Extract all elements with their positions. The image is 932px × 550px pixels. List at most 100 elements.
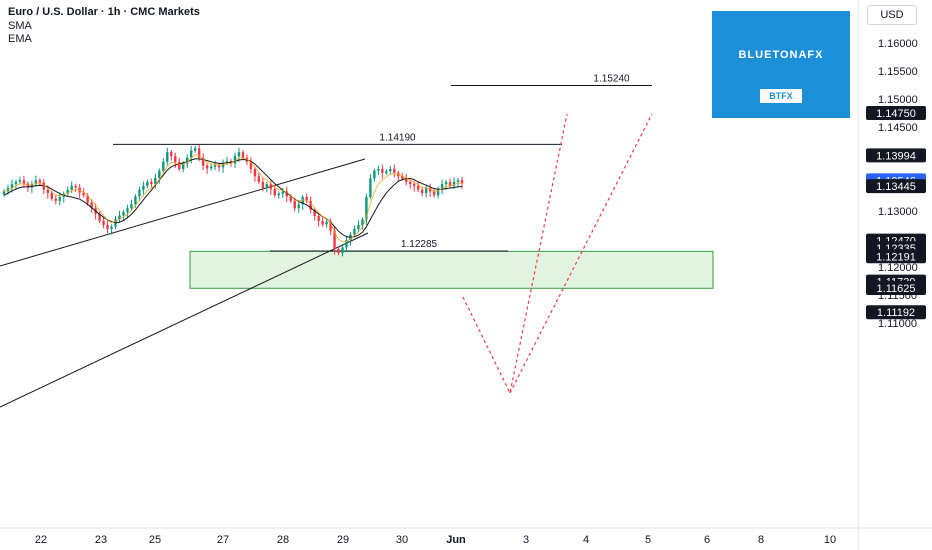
candle-body [221,162,225,168]
sma-legend-label[interactable]: SMA [8,20,32,32]
x-tick-label: 6 [704,534,710,546]
price-label-box [866,148,926,163]
candle-body [265,184,269,189]
candle-body [273,189,277,196]
candle-body [333,230,336,250]
candle-body [162,161,165,171]
ema-line [3,154,463,243]
y-tick-label: 1.14500 [878,122,918,134]
candle-body [305,197,308,201]
candle-body [301,197,304,205]
candle-body [337,249,340,253]
price-label-box [866,249,926,264]
candle-body [126,208,129,213]
candle-body [325,221,328,225]
candle-body [317,216,320,222]
price-label-text: 1.14750 [876,108,916,120]
candle-body [289,196,292,201]
price-label-box [866,305,926,320]
candle-body [420,189,424,194]
chart-title: Euro / U.S. Dollar · 1h · CMC Markets [8,6,200,18]
candle-body [440,184,444,190]
candle-body [381,169,384,173]
level-label: 1.15240 [593,74,630,85]
x-tick-label: 28 [277,534,289,546]
candle-body [146,181,149,186]
x-tick-label: 3 [523,534,529,546]
candle-body [401,176,404,179]
x-tick-label: 27 [217,534,229,546]
candle-body [385,171,388,173]
price-label-text: 1.13994 [876,150,916,162]
candle-body [30,184,34,188]
candle-body [154,177,157,185]
candle-body [389,169,392,172]
brand-logo-text: BLUETONAFX [738,49,824,61]
candle-body [38,180,42,183]
candle-body [456,180,460,182]
candle-body [241,152,245,158]
candle-body [249,161,253,169]
candle-body [50,193,53,199]
candle-body [285,191,288,197]
candle-body [102,221,105,225]
ema-legend-label[interactable]: EMA [8,33,32,45]
y-tick-label: 1.16000 [878,38,918,50]
candle-body [444,181,448,185]
candle-body [428,188,432,192]
candle-body [393,169,396,173]
candle-body [170,152,173,157]
candle-body [138,189,141,197]
y-tick-label: 1.15500 [878,66,918,78]
candle-body [122,212,125,216]
price-label-text: 1.13445 [876,181,916,193]
x-tick-label: 25 [149,534,161,546]
candle-body [82,192,85,196]
candle-body [106,225,109,229]
candle-body [86,195,89,203]
level-label: 1.14190 [379,132,416,143]
currency-selector[interactable]: USD [867,5,917,25]
candle-body [361,219,364,225]
brand-logo: BLUETONAFX BTFX [712,11,850,118]
candle-body [357,225,360,229]
candle-body [186,157,189,164]
candle-body [217,165,221,168]
candle-body [225,161,229,163]
candle-body [14,181,18,185]
x-tick-label: 29 [337,534,349,546]
candle-body [448,181,452,186]
price-label-text: 1.12191 [876,251,916,263]
x-tick-label: 30 [396,534,408,546]
x-tick-label: 8 [758,534,764,546]
candle-body [90,202,93,209]
candle-body [70,185,73,190]
candle-body [189,150,193,158]
candle-body [436,189,440,196]
candle-body [365,197,368,220]
candle-body [46,189,50,194]
candle-body [297,204,300,209]
x-tick-label: 23 [95,534,107,546]
candle-body [10,184,14,189]
brand-logo-badge: BTFX [760,89,802,103]
candle-body [158,170,161,178]
price-label-box [866,106,926,120]
candle-body [142,185,145,190]
x-tick-label: Jun [446,534,466,546]
x-tick-label: 4 [583,534,589,546]
demand-zone [189,250,714,289]
level-label: 1.12285 [401,239,438,250]
candle-body [193,148,197,151]
channel-lower-line [0,232,369,408]
candle-body [373,170,376,179]
price-label-box [866,179,926,194]
candle-body [432,191,436,196]
candle-body [58,197,61,201]
candle-body [178,162,181,169]
candle-body [369,178,372,197]
candle-body [118,215,121,220]
candle-body [98,213,101,222]
candle-body [174,156,177,163]
